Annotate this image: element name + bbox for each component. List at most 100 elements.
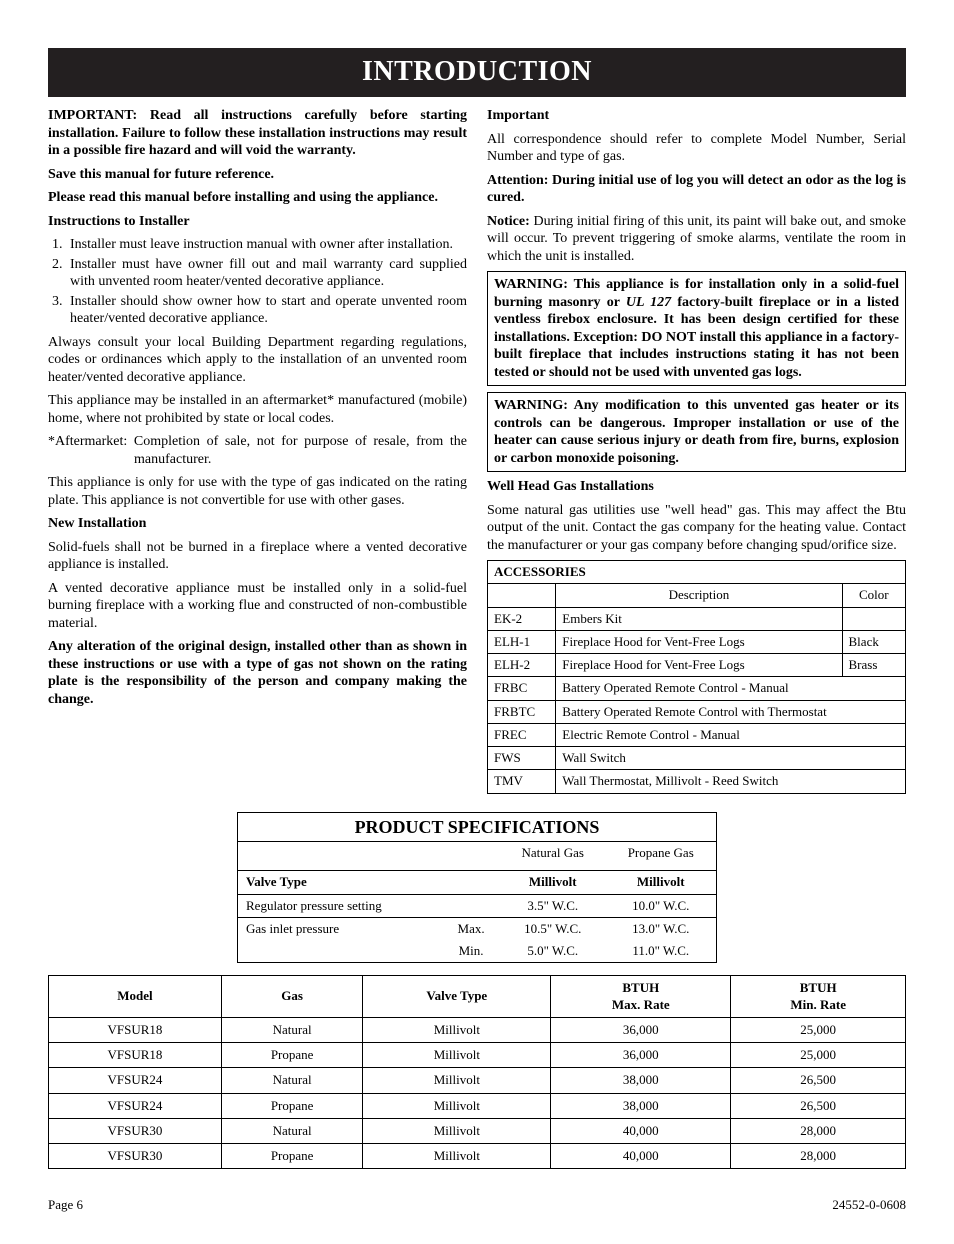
accessories-table: ACCESSORIES Description Color EK-2Embers… bbox=[487, 560, 906, 794]
aftermarket-paragraph: This appliance may be installed in an af… bbox=[48, 392, 467, 427]
model-cell: Millivolt bbox=[363, 1118, 551, 1143]
vented-decorative-paragraph: A vented decorative appliance must be in… bbox=[48, 580, 467, 633]
spec-gip-max-pg: 13.0" W.C. bbox=[605, 917, 716, 940]
building-dept-paragraph: Always consult your local Building Depar… bbox=[48, 334, 467, 387]
gas-type-paragraph: This appliance is only for use with the … bbox=[48, 474, 467, 509]
acc-code: EK-2 bbox=[488, 607, 556, 630]
solid-fuels-paragraph: Solid-fuels shall not be burned in a fir… bbox=[48, 539, 467, 574]
left-column: IMPORTANT: Read all instructions careful… bbox=[48, 107, 467, 794]
spec-col-ng: Natural Gas bbox=[500, 842, 605, 865]
instructions-installer-heading: Instructions to Installer bbox=[48, 213, 467, 231]
accessories-col-blank bbox=[488, 584, 556, 607]
spec-blank5 bbox=[238, 940, 443, 963]
acc-code: ELH-2 bbox=[488, 654, 556, 677]
spec-min-label: Min. bbox=[442, 940, 500, 963]
warning-box-2: WARNING: Any modification to this unvent… bbox=[487, 392, 906, 472]
new-installation-heading: New Installation bbox=[48, 515, 467, 533]
model-cell: Propane bbox=[221, 1093, 363, 1118]
model-cell: 38,000 bbox=[551, 1093, 731, 1118]
model-cell: VFSUR30 bbox=[49, 1144, 222, 1169]
model-cell: Natural bbox=[221, 1118, 363, 1143]
model-table: Model Gas Valve Type BTUHMax. Rate BTUHM… bbox=[48, 975, 906, 1169]
spec-title: PRODUCT SPECIFICATIONS bbox=[238, 812, 717, 842]
well-head-heading: Well Head Gas Installations bbox=[487, 478, 906, 496]
table-row: VFSUR18NaturalMillivolt36,00025,000 bbox=[49, 1017, 906, 1042]
spec-gip-min-ng: 5.0" W.C. bbox=[500, 940, 605, 963]
spec-gip-max-ng: 10.5" W.C. bbox=[500, 917, 605, 940]
table-row: FRBTCBattery Operated Remote Control wit… bbox=[488, 700, 906, 723]
alteration-paragraph: Any alteration of the original design, i… bbox=[48, 638, 467, 708]
acc-code: FWS bbox=[488, 747, 556, 770]
model-hdr-gas: Gas bbox=[221, 976, 363, 1018]
table-row: ELH-1Fireplace Hood for Vent-Free LogsBl… bbox=[488, 630, 906, 653]
spec-blank bbox=[238, 842, 443, 865]
model-cell: 36,000 bbox=[551, 1017, 731, 1042]
acc-code: FREC bbox=[488, 723, 556, 746]
warning1-ul127: UL 127 bbox=[626, 295, 671, 310]
spec-blank3 bbox=[442, 871, 500, 894]
model-cell: Millivolt bbox=[363, 1144, 551, 1169]
acc-desc: Fireplace Hood for Vent-Free Logs bbox=[556, 654, 842, 677]
aftermarket-def-paragraph: *Aftermarket: Completion of sale, not fo… bbox=[48, 433, 467, 468]
model-cell: VFSUR18 bbox=[49, 1017, 222, 1042]
table-row: VFSUR30NaturalMillivolt40,00028,000 bbox=[49, 1118, 906, 1143]
model-cell: VFSUR18 bbox=[49, 1043, 222, 1068]
page-footer: Page 6 24552-0-0608 bbox=[48, 1197, 906, 1213]
acc-desc: Electric Remote Control - Manual bbox=[556, 723, 906, 746]
model-hdr-valve: Valve Type bbox=[363, 976, 551, 1018]
accessories-col-desc: Description bbox=[556, 584, 842, 607]
model-cell: 25,000 bbox=[731, 1043, 906, 1068]
model-cell: 38,000 bbox=[551, 1068, 731, 1093]
warning-box-1: WARNING: This appliance is for installat… bbox=[487, 271, 906, 386]
model-hdr-min: BTUHMin. Rate bbox=[731, 976, 906, 1018]
table-row: FWSWall Switch bbox=[488, 747, 906, 770]
model-cell: 28,000 bbox=[731, 1144, 906, 1169]
model-cell: Millivolt bbox=[363, 1068, 551, 1093]
spec-blank2 bbox=[442, 842, 500, 865]
acc-desc: Fireplace Hood for Vent-Free Logs bbox=[556, 630, 842, 653]
acc-desc: Wall Thermostat, Millivolt - Reed Switch bbox=[556, 770, 906, 793]
spec-valve-type-label: Valve Type bbox=[238, 871, 443, 894]
correspondence-paragraph: All correspondence should refer to compl… bbox=[487, 131, 906, 166]
accessories-title: ACCESSORIES bbox=[488, 561, 906, 584]
installer-item-3: Installer should show owner how to start… bbox=[66, 293, 467, 328]
model-cell: Natural bbox=[221, 1017, 363, 1042]
spec-blank4 bbox=[442, 894, 500, 917]
table-row: VFSUR18PropaneMillivolt36,00025,000 bbox=[49, 1043, 906, 1068]
model-cell: 40,000 bbox=[551, 1118, 731, 1143]
spec-reg-label: Regulator pressure setting bbox=[238, 894, 443, 917]
well-head-paragraph: Some natural gas utilities use "well hea… bbox=[487, 502, 906, 555]
model-cell: Millivolt bbox=[363, 1093, 551, 1118]
model-hdr-max: BTUHMax. Rate bbox=[551, 976, 731, 1018]
notice-label: Notice: bbox=[487, 214, 530, 229]
acc-desc: Battery Operated Remote Control with The… bbox=[556, 700, 906, 723]
spec-gip-label: Gas inlet pressure bbox=[238, 917, 443, 940]
acc-code: FRBTC bbox=[488, 700, 556, 723]
please-read-paragraph: Please read this manual before installin… bbox=[48, 189, 467, 207]
spec-col-pg: Propane Gas bbox=[605, 842, 716, 865]
model-cell: 26,500 bbox=[731, 1068, 906, 1093]
model-cell: 40,000 bbox=[551, 1144, 731, 1169]
spec-reg-ng: 3.5" W.C. bbox=[500, 894, 605, 917]
acc-desc: Battery Operated Remote Control - Manual bbox=[556, 677, 906, 700]
acc-color bbox=[842, 607, 905, 630]
important-paragraph: IMPORTANT: Read all instructions careful… bbox=[48, 107, 467, 160]
installer-item-2: Installer must have owner fill out and m… bbox=[66, 256, 467, 291]
save-manual-paragraph: Save this manual for future reference. bbox=[48, 166, 467, 184]
model-cell: Natural bbox=[221, 1068, 363, 1093]
table-row: EK-2Embers Kit bbox=[488, 607, 906, 630]
table-row: ELH-2Fireplace Hood for Vent-Free LogsBr… bbox=[488, 654, 906, 677]
model-cell: Millivolt bbox=[363, 1043, 551, 1068]
acc-color: Black bbox=[842, 630, 905, 653]
table-row: VFSUR30PropaneMillivolt40,00028,000 bbox=[49, 1144, 906, 1169]
model-cell: 26,500 bbox=[731, 1093, 906, 1118]
important-heading: Important bbox=[487, 107, 906, 125]
footer-left: Page 6 bbox=[48, 1197, 83, 1213]
table-row: FRBCBattery Operated Remote Control - Ma… bbox=[488, 677, 906, 700]
installer-list: Installer must leave instruction manual … bbox=[48, 236, 467, 328]
installer-item-1: Installer must leave instruction manual … bbox=[66, 236, 467, 254]
spec-max-label: Max. bbox=[442, 917, 500, 940]
product-spec-table: PRODUCT SPECIFICATIONS Natural Gas Propa… bbox=[237, 812, 717, 964]
page-title: INTRODUCTION bbox=[48, 48, 906, 97]
model-cell: Millivolt bbox=[363, 1017, 551, 1042]
